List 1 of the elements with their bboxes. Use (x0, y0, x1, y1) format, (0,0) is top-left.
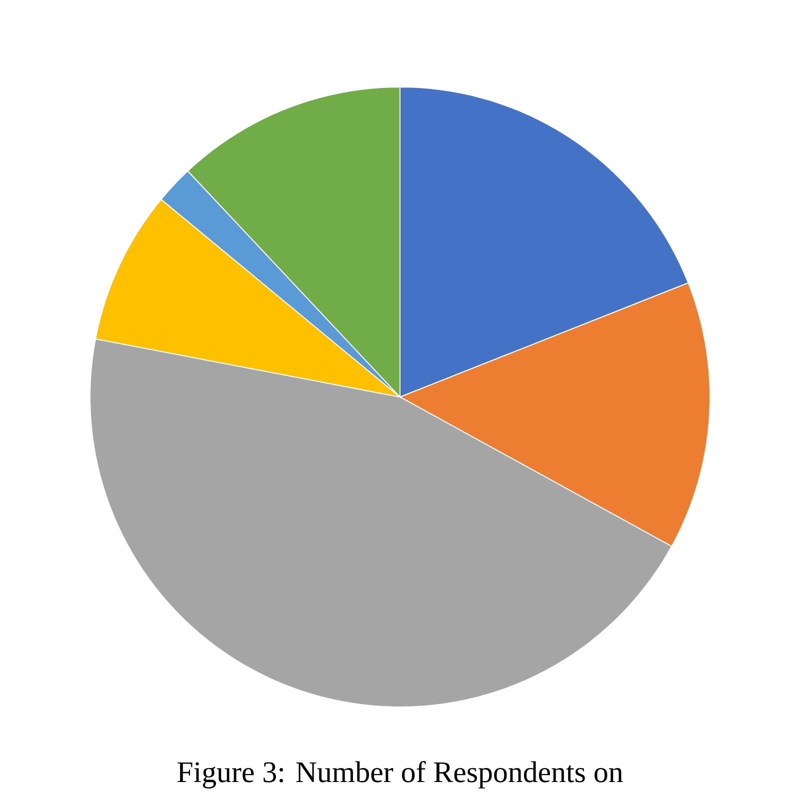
caption: Figure 3: Number of Respondents on (178, 760, 623, 788)
